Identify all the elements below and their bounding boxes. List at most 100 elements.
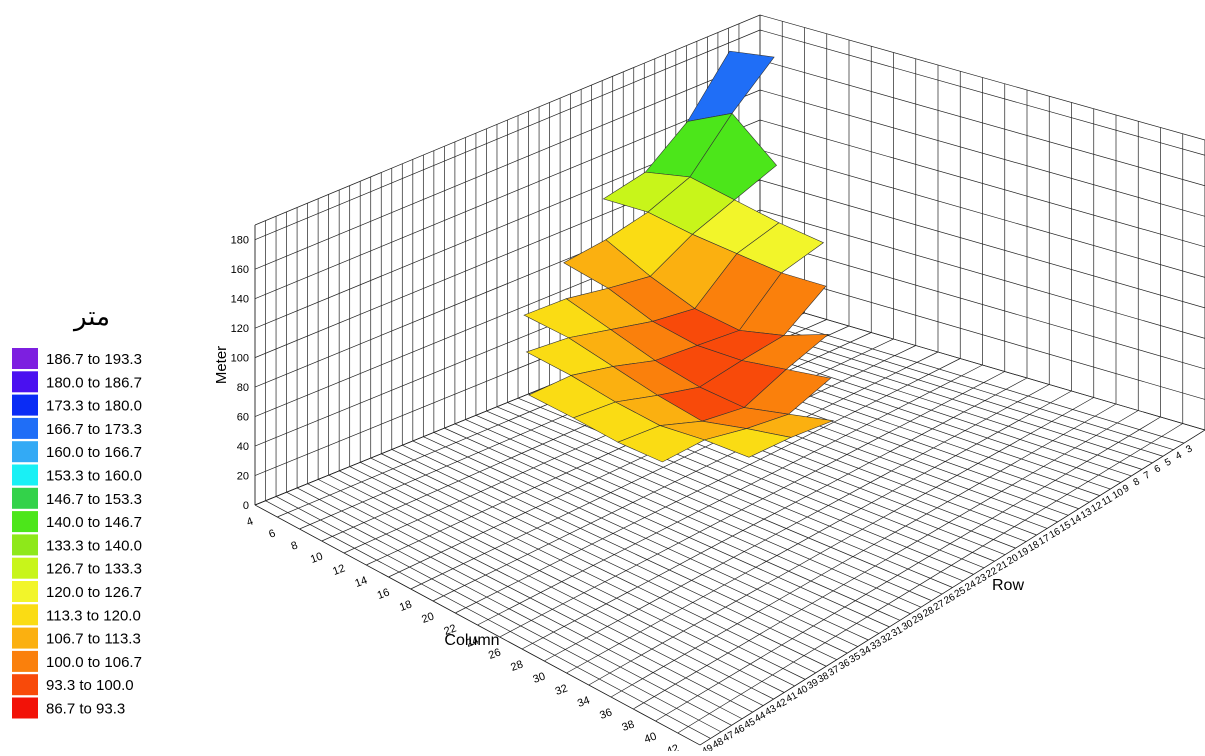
grid-line <box>496 406 943 595</box>
x-tick-label: 8 <box>290 539 300 552</box>
y-tick-label: 30 <box>900 618 915 633</box>
z-tick-label: 100 <box>231 353 249 365</box>
legend-swatch <box>12 348 38 369</box>
grid-line <box>738 308 1185 444</box>
y-tick-label: 8 <box>1132 476 1142 489</box>
y-tick-label: 46 <box>732 723 747 738</box>
grid-line <box>391 449 837 661</box>
x-tick-label: 30 <box>531 670 547 685</box>
z-tick-label: 160 <box>231 264 249 276</box>
x-tick-label: 10 <box>309 550 325 565</box>
grid-line <box>265 500 711 739</box>
x-tick-label: 16 <box>376 586 392 601</box>
legend-swatch <box>12 534 38 556</box>
y-tick-label: 26 <box>942 592 957 607</box>
legend-label: 186.7 to 193.3 <box>46 351 142 368</box>
legend-swatch <box>12 417 38 439</box>
x-tick-label: 20 <box>420 610 436 625</box>
x-tick-label: 40 <box>643 730 659 745</box>
x-tick-label: 36 <box>598 706 614 721</box>
y-tick-label: 45 <box>742 716 757 731</box>
y-tick-label: 29 <box>911 611 926 626</box>
y-tick-label: 7 <box>1142 469 1152 482</box>
grid-line <box>360 461 806 680</box>
x-tick-label: 22 <box>442 622 458 637</box>
y-tick-label: 40 <box>795 683 810 698</box>
legend-swatch <box>12 371 38 393</box>
y-tick-label: 6 <box>1153 463 1163 476</box>
surface-cell <box>703 428 793 458</box>
x-tick-label: 12 <box>331 562 347 577</box>
legend-label: 106.7 to 113.3 <box>46 631 141 648</box>
legend-label: 160.0 to 166.7 <box>46 444 142 461</box>
y-tick-label: 42 <box>774 697 789 712</box>
y-tick-label: 21 <box>995 559 1010 574</box>
y-tick-label: 14 <box>1068 513 1083 528</box>
z-axis-label: Meter <box>213 346 230 384</box>
grid-line <box>444 427 890 628</box>
y-tick-label: 15 <box>1058 519 1073 534</box>
y-tick-label: 34 <box>858 644 873 659</box>
x-tick-label: 32 <box>554 682 570 697</box>
x-tick-label: 24 <box>465 634 481 649</box>
x-tick-label: 34 <box>576 694 592 709</box>
grid-line <box>254 504 701 746</box>
grid-line <box>296 487 743 720</box>
y-tick-label: 32 <box>879 631 894 646</box>
x-tick-label: 28 <box>509 658 525 673</box>
z-tick-label: 180 <box>231 235 249 247</box>
x-axis-label: Column <box>444 632 499 649</box>
y-tick-label: 36 <box>837 657 852 672</box>
x-tick-label: 42 <box>665 742 681 751</box>
z-tick-label: 60 <box>237 412 249 424</box>
y-tick-label: 19 <box>1016 546 1031 561</box>
y-tick-label: 24 <box>963 578 978 593</box>
y-tick-label: 13 <box>1079 506 1094 521</box>
x-tick-label: 18 <box>398 598 414 613</box>
y-tick-label: 9 <box>1121 483 1131 496</box>
legend-label: 100.0 to 106.7 <box>46 654 142 671</box>
legend-swatch <box>12 464 38 486</box>
z-tick-label: 140 <box>231 294 249 306</box>
y-tick-label: 28 <box>921 605 936 620</box>
grid-line <box>370 457 816 674</box>
y-tick-label: 23 <box>974 572 989 587</box>
legend-label: 140.0 to 146.7 <box>46 514 142 531</box>
legend-swatch <box>12 650 38 672</box>
legend-label: 120.0 to 126.7 <box>46 584 142 601</box>
y-tick-label: 4 <box>1174 450 1184 463</box>
y-tick-label: 33 <box>869 638 884 653</box>
grid-line <box>454 423 901 621</box>
y-tick-label: 22 <box>984 565 999 580</box>
y-tick-label: 39 <box>805 677 820 692</box>
y-tick-label: 10 <box>1111 487 1126 502</box>
y-tick-label: 16 <box>1047 526 1062 541</box>
legend-label: 133.3 to 140.0 <box>46 537 142 554</box>
y-tick-label: 11 <box>1100 493 1115 508</box>
legend-label: 113.3 to 120.0 <box>46 607 141 624</box>
y-axis-label: Row <box>992 577 1024 594</box>
legend-label: 146.7 to 153.3 <box>46 491 142 508</box>
grid-line <box>475 414 922 608</box>
legend-swatch <box>12 441 38 463</box>
grid-line <box>275 496 722 733</box>
z-tick-label: 0 <box>243 500 249 512</box>
grid-line <box>517 397 964 582</box>
z-tick-label: 120 <box>231 323 249 335</box>
x-tick-label: 38 <box>620 718 636 733</box>
legend-label: 173.3 to 180.0 <box>46 398 142 415</box>
grid-line <box>402 444 848 654</box>
legend-swatch <box>12 511 38 533</box>
grid-line <box>433 432 879 634</box>
grid-line <box>328 474 774 700</box>
grid-line <box>339 470 785 693</box>
y-tick-label: 5 <box>1163 456 1173 469</box>
legend-label: 93.3 to 100.0 <box>46 677 134 694</box>
legend-swatch <box>12 674 38 696</box>
y-tick-label: 41 <box>784 690 799 705</box>
y-tick-label: 31 <box>890 624 905 639</box>
y-tick-label: 48 <box>711 736 726 751</box>
y-tick-label: 38 <box>816 670 831 685</box>
legend-swatch <box>12 581 38 602</box>
